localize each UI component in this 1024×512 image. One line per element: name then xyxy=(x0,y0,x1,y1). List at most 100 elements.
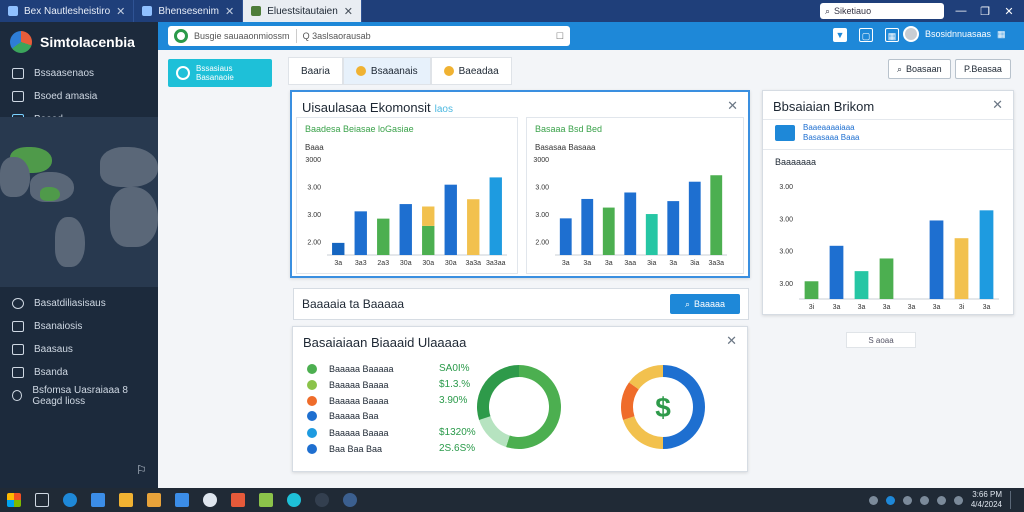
x-tick-label: 3a xyxy=(908,304,916,311)
tab-dot-icon xyxy=(355,66,366,76)
browser-tab-2[interactable]: Bhensesenim ✕ xyxy=(134,0,244,22)
panel-title-text: Uisaulasaa Ekomonsit xyxy=(302,100,431,115)
app-icon[interactable] xyxy=(287,493,301,507)
start-icon[interactable] xyxy=(7,493,21,507)
summary-tile[interactable]: Bssasiaus Basanaoie xyxy=(168,59,272,87)
pin-icon[interactable]: ⚐ xyxy=(136,463,147,477)
mini-address-field[interactable]: ⌕ Siketiauo xyxy=(820,3,944,19)
apps-icon[interactable]: ▦ xyxy=(997,28,1006,39)
avatar xyxy=(903,26,919,42)
map-region xyxy=(100,147,158,187)
edge-icon[interactable] xyxy=(63,493,77,507)
legend-name: Baaaaa Baaaa xyxy=(329,379,389,390)
language-icon[interactable] xyxy=(953,495,963,505)
x-tick-label: 3i xyxy=(959,304,965,311)
tab-3[interactable]: Baeadaa xyxy=(430,57,512,85)
browser-tab-1[interactable]: Bex Nautlesheistiro ✕ xyxy=(0,0,135,22)
bar-segment xyxy=(422,206,435,226)
bar xyxy=(954,238,969,299)
sidebar-item-1[interactable]: Bssaasenaos xyxy=(0,62,158,85)
window-icon[interactable]: ▢ xyxy=(859,28,873,42)
browser-tab-bar: Bex Nautlesheistiro ✕ Bhensesenim ✕ Elue… xyxy=(0,0,1024,22)
app-icon[interactable] xyxy=(259,493,273,507)
bitcoin-card[interactable]: Baaeaaaaiaaa Basasaaa Baaa xyxy=(775,123,860,143)
legend-row: Baa Baa Baa 2S.6S% xyxy=(307,443,475,454)
clock[interactable]: 3:66 PM 4/4/2024 xyxy=(971,490,1002,510)
close-icon[interactable]: ✕ xyxy=(343,5,354,18)
section-label: Baaaaaaa xyxy=(775,157,817,167)
sidebar-item-5[interactable]: Bsanaiosis xyxy=(0,315,158,338)
chrome-icon[interactable] xyxy=(203,493,217,507)
sidebar-item-2[interactable]: Bsoed amasia xyxy=(0,85,158,108)
wifi-icon[interactable] xyxy=(936,495,946,505)
world-map xyxy=(0,117,158,287)
network-icon[interactable] xyxy=(868,495,878,505)
sidebar-item-4[interactable]: Basatdiliasisaus xyxy=(0,292,158,315)
close-icon[interactable]: ✕ xyxy=(116,5,126,18)
show-desktop[interactable] xyxy=(1010,491,1016,509)
sidebar-item-label: Bssaasenaos xyxy=(34,68,95,79)
close-icon[interactable]: ✕ xyxy=(726,333,737,348)
close-icon[interactable]: ✕ xyxy=(992,97,1003,112)
twitter-icon[interactable] xyxy=(175,493,189,507)
search-input[interactable]: Busgie sauaaonmiossm Q 3aslsaorausab ☐ xyxy=(168,26,570,46)
sidebar: Simtolacenbia Bssaasenaos Bsoed amasia B… xyxy=(0,22,158,488)
sidebar-item-8[interactable]: Bsfomsa Uasraiaaa 8 Geagd lioss xyxy=(0,384,158,407)
bitcoin-panel: Bbsaiaian Brikom ✕ Baaeaaaaiaaa Basasaaa… xyxy=(762,90,1014,315)
legend-name: Baaaaa Baaaaa xyxy=(329,363,394,374)
sidebar-item-label: Baasaus xyxy=(34,344,73,355)
legend-dot xyxy=(307,427,317,438)
battery-icon[interactable] xyxy=(919,495,929,505)
y-tick-label: 3.00 xyxy=(535,212,549,219)
search-button[interactable]: ⌕ Baaaaa xyxy=(670,294,740,314)
close-window-icon[interactable]: ✕ xyxy=(1004,5,1014,18)
grid-icon[interactable]: ▦ xyxy=(885,28,899,42)
volume-icon[interactable] xyxy=(902,495,912,505)
bar xyxy=(667,201,680,255)
bar xyxy=(602,207,615,255)
clear-icon[interactable]: ☐ xyxy=(555,30,564,41)
brand[interactable]: Simtolacenbia xyxy=(0,22,158,62)
document-icon xyxy=(12,367,24,378)
office-icon[interactable] xyxy=(231,493,245,507)
app-icon[interactable] xyxy=(315,493,329,507)
donut-slice xyxy=(621,382,639,420)
tab-2[interactable]: Bsaaanais xyxy=(342,57,431,85)
filter-button-label: Boasaan xyxy=(906,64,942,74)
close-icon[interactable]: ✕ xyxy=(224,5,235,18)
donut-slice xyxy=(629,365,663,390)
chart-title: Baadesa Beiasae loGasiae xyxy=(305,124,414,134)
folder-icon[interactable] xyxy=(119,493,133,507)
app-icon[interactable] xyxy=(343,493,357,507)
x-tick-label: 30a xyxy=(445,260,457,267)
search-panel: Baaaaia ta Baaaaa ⌕ Baaaaa xyxy=(293,288,749,320)
taskbar: 3:66 PM 4/4/2024 xyxy=(0,488,1024,512)
filter-icon[interactable]: ▼ xyxy=(833,28,847,42)
app-tray-icon[interactable] xyxy=(885,495,895,505)
browser-tab-3[interactable]: Eluestsitautaien ✕ xyxy=(243,0,363,22)
sidebar-item-7[interactable]: Bsanda xyxy=(0,361,158,384)
store-icon[interactable] xyxy=(91,493,105,507)
mail-icon[interactable] xyxy=(147,493,161,507)
card-line-2: Basasaaa Baaa xyxy=(803,133,860,142)
filter-button[interactable]: ⌕ Boasaan xyxy=(888,59,951,79)
y-tick-label: 3.00 xyxy=(307,212,321,219)
maximize-icon[interactable]: ❐ xyxy=(980,5,990,18)
user-menu[interactable]: Bsosidnnuasaas ▦ xyxy=(903,26,1006,42)
x-tick-label: 3a xyxy=(562,260,570,267)
minimize-icon[interactable]: — xyxy=(955,5,967,17)
sidebar-item-6[interactable]: Baasaus xyxy=(0,338,158,361)
task-view-icon[interactable] xyxy=(35,493,49,507)
legend-dot xyxy=(307,443,317,454)
map-region xyxy=(110,187,158,247)
close-icon[interactable]: ✕ xyxy=(727,98,738,113)
y-tick-label: 3.00 xyxy=(779,281,793,288)
legend-dot xyxy=(307,363,317,374)
export-button[interactable]: P.Beasaa xyxy=(955,59,1011,79)
footer-button[interactable]: S aoaa xyxy=(846,332,916,348)
tab-1[interactable]: Baaria xyxy=(288,57,343,85)
app-logo-icon xyxy=(174,29,188,43)
mini-address-text: Siketiauo xyxy=(834,6,872,16)
bar xyxy=(354,211,367,255)
tab-favicon xyxy=(142,6,153,16)
